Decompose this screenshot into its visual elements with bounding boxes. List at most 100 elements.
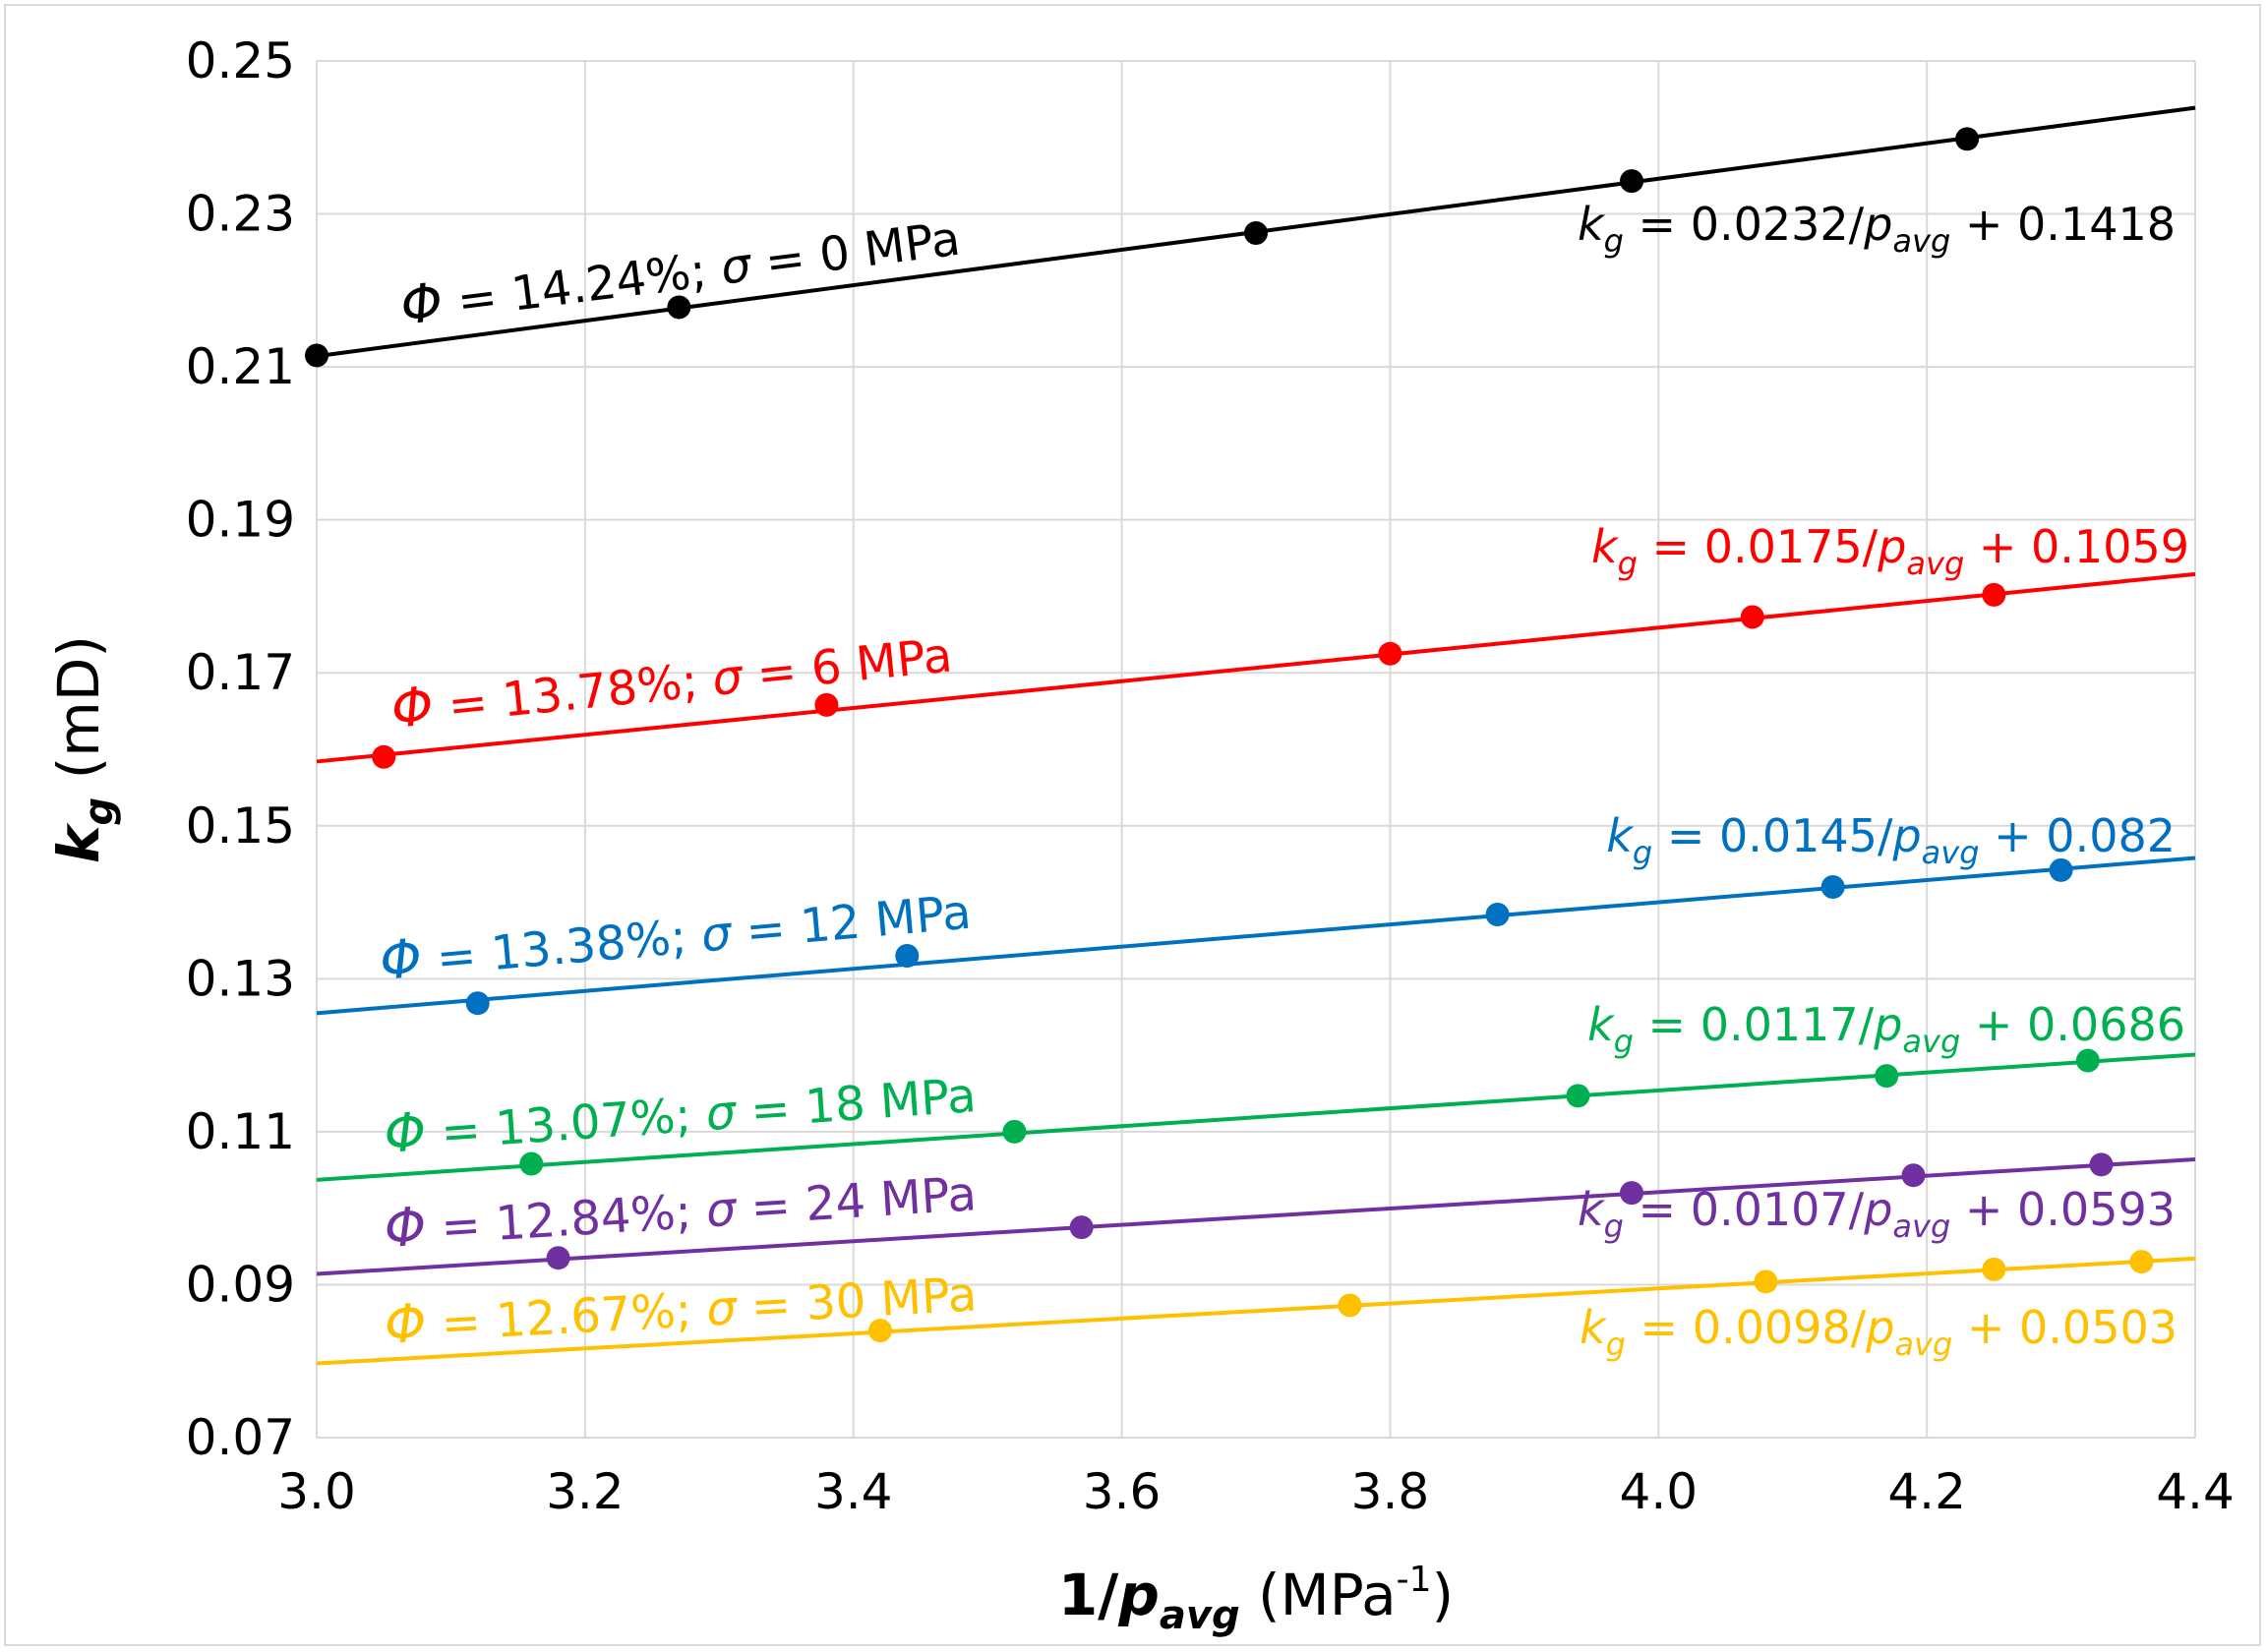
eq-p: p <box>1865 1301 1894 1354</box>
fit-equation: kg = 0.0098/pavg + 0.0503 <box>1580 1301 2178 1363</box>
fit-line <box>316 1157 2196 1276</box>
data-point <box>814 692 839 717</box>
y-title-sub: g <box>77 797 122 826</box>
sigma-value: = 6 MPa <box>740 627 955 703</box>
y-tick-label: 0.17 <box>186 644 295 701</box>
data-point <box>1620 169 1643 194</box>
x-title-p: p <box>1117 1562 1160 1628</box>
eq-p: p <box>1877 520 1906 573</box>
eq-p-sub: avg <box>1892 1208 1950 1245</box>
data-point <box>868 1319 892 1343</box>
y-title-unit: (mD) <box>45 635 112 797</box>
sigma-value: = 12 MPa <box>729 885 974 961</box>
eq-intercept: + 0.0593 <box>1950 1183 2176 1236</box>
sigma-value: = 24 MPa <box>735 1166 979 1236</box>
sigma-symbol: σ <box>699 906 736 964</box>
x-tick-label: 3.0 <box>277 1463 356 1520</box>
eq-k-sub: g <box>1633 834 1652 871</box>
data-point <box>1955 127 1980 151</box>
data-point <box>1982 1257 2006 1281</box>
fit-equation: kg = 0.0107/pavg + 0.0593 <box>1578 1183 2176 1245</box>
data-point <box>1002 1119 1027 1144</box>
x-tick-label: 3.8 <box>1351 1463 1430 1520</box>
sigma-symbol: σ <box>710 649 746 707</box>
eq-k: k <box>1591 520 1620 573</box>
series-3 <box>316 1048 2196 1182</box>
data-point <box>1378 641 1402 666</box>
y-tick-labels: 0.07 0.09 0.11 0.13 0.15 0.17 0.19 0.21 0.23 0.25 <box>186 32 295 1466</box>
eq-slope: = 0.0117/ <box>1634 998 1875 1051</box>
data-point <box>1754 1269 1778 1294</box>
x-title-unit-close: ) <box>1432 1562 1455 1628</box>
y-tick-label: 0.13 <box>186 950 295 1007</box>
series-label: Φ = 13.38%; σ = 12 MPa <box>378 879 974 992</box>
y-tick-label: 0.11 <box>186 1103 295 1160</box>
data-point <box>1901 1163 1926 1188</box>
axis-titles: 1/pavg (MPa-1) kg (mD) <box>45 635 1454 1638</box>
y-tick-label: 0.25 <box>186 32 295 89</box>
data-point <box>667 295 691 320</box>
data-point <box>1820 875 1845 899</box>
data-point <box>1740 605 1764 629</box>
data-point <box>305 343 328 368</box>
x-axis-title: 1/pavg (MPa-1) <box>1058 1560 1454 1638</box>
chart-frame <box>4 4 2261 1646</box>
eq-k: k <box>1580 1301 1608 1354</box>
sigma-symbol: σ <box>705 1280 740 1337</box>
data-point <box>2049 857 2073 882</box>
eq-p: p <box>1863 198 1892 251</box>
eq-p-sub: avg <box>1892 222 1950 260</box>
sigma-value: = 30 MPa <box>735 1267 978 1335</box>
phi-symbol: Φ <box>383 1292 428 1356</box>
eq-k-sub: g <box>1604 1208 1624 1245</box>
data-point <box>2089 1152 2114 1177</box>
data-point <box>465 991 490 1016</box>
y-tick-label: 0.07 <box>186 1409 295 1466</box>
sigma-value: = 0 MPa <box>747 211 963 292</box>
data-point <box>1566 1084 1590 1108</box>
x-tick-label: 4.0 <box>1620 1463 1699 1520</box>
series-label: Φ = 12.84%; σ = 24 MPa <box>383 1160 979 1260</box>
fit-equation: kg = 0.0175/pavg + 0.1059 <box>1591 520 2189 582</box>
x-tick-label: 3.4 <box>814 1463 893 1520</box>
phi-value: = 12.84%; <box>425 1184 708 1257</box>
eq-p-sub: avg <box>1902 1023 1960 1060</box>
eq-p: p <box>1873 998 1902 1051</box>
phi-value: = 13.78%; <box>431 652 715 736</box>
data-point <box>1982 582 2006 607</box>
data-point <box>1620 1181 1643 1206</box>
series-5 <box>316 1250 2196 1366</box>
x-tick-label: 3.6 <box>1083 1463 1162 1520</box>
data-point <box>1485 903 1510 926</box>
eq-intercept: + 0.1418 <box>1950 198 2176 251</box>
series-1 <box>316 571 2196 769</box>
x-tick-labels: 3.0 3.2 3.4 3.6 3.8 4.0 4.2 4.4 <box>277 1463 2235 1520</box>
series-label: Φ = 13.07%; σ = 18 MPa <box>383 1062 979 1165</box>
phi-symbol: Φ <box>378 926 425 991</box>
y-tick-label: 0.23 <box>186 186 295 243</box>
fit-line <box>316 1256 2196 1366</box>
fit-equation: kg = 0.0117/pavg + 0.0686 <box>1587 998 2185 1060</box>
y-tick-label: 0.21 <box>186 338 295 395</box>
eq-p-sub: avg <box>1894 1326 1952 1363</box>
data-point <box>372 744 396 769</box>
x-tick-label: 3.2 <box>546 1463 625 1520</box>
eq-intercept: + 0.0503 <box>1952 1301 2178 1354</box>
data-point <box>546 1246 570 1270</box>
eq-k-sub: g <box>1606 1326 1626 1363</box>
fit-line <box>316 571 2196 764</box>
x-tick-label: 4.4 <box>2156 1463 2235 1520</box>
eq-p: p <box>1863 1183 1892 1236</box>
phi-symbol: Φ <box>383 1100 429 1165</box>
eq-p-sub: avg <box>1922 834 1980 871</box>
series-label: Φ = 13.78%; σ = 6 MPa <box>388 621 955 740</box>
eq-k: k <box>1587 998 1616 1051</box>
sigma-symbol: σ <box>704 1085 740 1142</box>
x-title-sub: avg <box>1160 1593 1240 1638</box>
series-group <box>305 105 2196 1366</box>
eq-k-sub: g <box>1614 1023 1634 1060</box>
data-point <box>1244 221 1268 245</box>
